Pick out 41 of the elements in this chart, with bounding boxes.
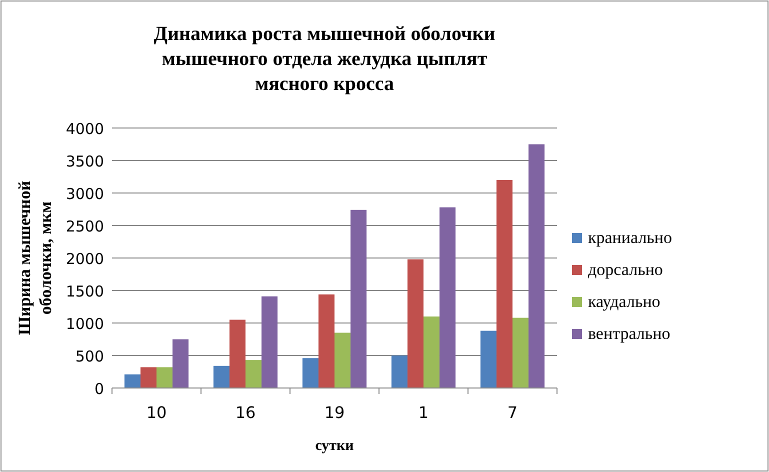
legend-label: вентрально — [588, 324, 670, 343]
x-tick-label: 10 — [146, 403, 167, 422]
bar — [512, 318, 529, 388]
chart-title: Динамика роста мышечной оболочки мышечного отдела желудка цыплят мясного кросса — [154, 23, 496, 95]
bar — [334, 332, 351, 388]
bar — [246, 360, 262, 388]
bar — [140, 367, 156, 388]
y-tick-label: 4000 — [66, 120, 104, 138]
legend-label: дорсально — [588, 260, 663, 279]
bar — [302, 358, 318, 388]
x-tick-label: 7 — [507, 403, 518, 422]
bar — [156, 367, 173, 388]
bar — [440, 207, 456, 388]
y-tick-label: 0 — [94, 380, 104, 398]
y-tick-label: 2500 — [66, 218, 104, 236]
y-tick-label: 3000 — [66, 185, 104, 203]
bar — [496, 180, 512, 388]
bar — [172, 339, 189, 388]
y-tick-label: 1500 — [66, 282, 104, 300]
y-tick-label: 1000 — [66, 315, 104, 333]
y-tick-label: 3500 — [66, 152, 104, 170]
bar — [318, 294, 334, 388]
bar — [424, 316, 440, 388]
bar — [213, 366, 230, 388]
bar — [262, 296, 278, 388]
legend-label: каудально — [588, 292, 660, 311]
bar — [350, 210, 367, 388]
legend-label: краниально — [588, 228, 672, 247]
y-axis-title: Ширина мышечной оболочки, мкм — [15, 180, 55, 336]
bar — [229, 320, 246, 388]
bar — [124, 374, 140, 388]
y-tick-label: 2000 — [66, 250, 104, 268]
x-tick-label: 19 — [324, 403, 345, 422]
bar — [407, 259, 424, 388]
y-tick-label: 500 — [75, 348, 104, 366]
x-tick-label: 16 — [235, 403, 256, 422]
bar — [391, 356, 408, 388]
x-axis-title: сутки — [315, 438, 354, 454]
x-tick-label: 1 — [418, 403, 429, 422]
bar — [528, 144, 545, 388]
bar — [480, 330, 496, 388]
